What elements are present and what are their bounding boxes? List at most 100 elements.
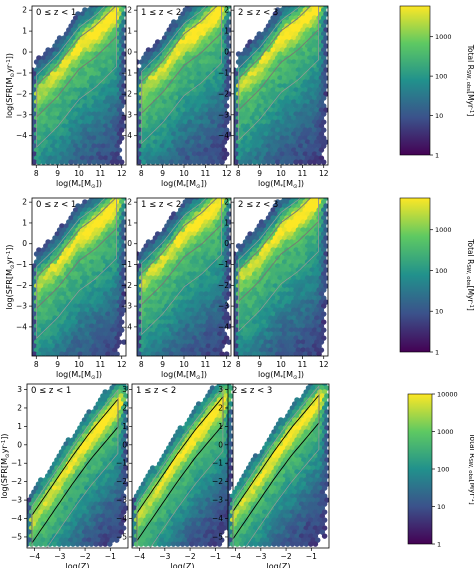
heatmap-cell: [68, 335, 74, 341]
heatmap-cell: [268, 275, 274, 281]
heatmap-cell: [302, 215, 309, 221]
heatmap-cell: [141, 151, 147, 157]
heatmap-cell: [198, 107, 205, 113]
heatmap-cell: [143, 83, 149, 89]
heatmap-cell: [40, 343, 47, 349]
heatmap-cell: [38, 509, 44, 515]
heatmap-cell: [212, 283, 218, 289]
heatmap-cell: [72, 481, 79, 487]
heatmap-cell: [120, 461, 127, 467]
heatmap-cell: [91, 79, 97, 85]
heatmap-cell: [171, 83, 177, 89]
heatmap-cell: [166, 331, 172, 337]
heatmap-cell: [97, 437, 104, 443]
heatmap-cell: [66, 259, 72, 265]
heatmap-cell: [263, 35, 269, 41]
heatmap-cell: [265, 127, 272, 133]
heatmap-cell: [118, 287, 125, 293]
heatmap-cell: [203, 259, 209, 265]
heatmap-cell: [297, 31, 304, 37]
heatmap-cell: [307, 279, 313, 285]
heatmap-cell: [242, 87, 249, 93]
heatmap-cell: [54, 327, 61, 333]
heatmap-cell: [256, 135, 263, 141]
heatmap-cell: [263, 59, 269, 65]
heatmap-cell: [74, 469, 81, 475]
heatmap-cell: [84, 83, 90, 89]
heatmap-cell: [256, 303, 263, 309]
x-tick-label: 11: [96, 169, 106, 178]
heatmap-cell: [150, 79, 156, 85]
heatmap-cell: [214, 287, 221, 293]
heatmap-cell: [194, 323, 200, 329]
heatmap-cell: [67, 473, 74, 479]
heatmap-cell: [261, 95, 267, 101]
heatmap-cell: [210, 279, 216, 285]
heatmap-cell: [77, 47, 84, 53]
heatmap-cell: [100, 279, 107, 285]
heatmap-cell: [74, 485, 81, 491]
heatmap-cell: [180, 203, 186, 209]
heatmap-cell: [109, 223, 116, 229]
heatmap-cell: [281, 67, 288, 73]
heatmap-cell: [93, 421, 99, 427]
heatmap-cell: [272, 11, 279, 17]
heatmap-cell: [84, 243, 90, 249]
heatmap-cell: [86, 87, 93, 93]
heatmap-cell: [189, 307, 195, 313]
heatmap-cell: [89, 107, 95, 113]
heatmap-cell: [256, 343, 263, 349]
heatmap-cell: [47, 243, 54, 249]
heatmap-cell: [265, 223, 272, 229]
heatmap-cell: [45, 239, 51, 245]
heatmap-cell: [309, 11, 315, 17]
colorbar-label: Total RSW, obs[Myr-1]: [465, 44, 474, 117]
heatmap-cell: [116, 19, 123, 25]
heatmap-cell: [295, 219, 302, 225]
heatmap-cell: [114, 287, 120, 293]
heatmap-cell: [164, 151, 170, 157]
heatmap-cell: [261, 71, 267, 77]
heatmap-cell: [295, 67, 302, 73]
heatmap-cell: [288, 39, 295, 45]
heatmap-cell: [102, 147, 109, 153]
heatmap-cell: [161, 339, 168, 345]
heatmap-cell: [247, 119, 253, 125]
heatmap-cell: [214, 71, 221, 77]
heatmap-cell: [82, 215, 88, 221]
heatmap-cell: [157, 99, 163, 105]
heatmap-cell: [300, 107, 306, 113]
heatmap-cell: [288, 87, 295, 93]
heatmap-cell: [307, 127, 313, 133]
heatmap-cell: [59, 223, 65, 229]
heatmap-cell: [180, 235, 186, 241]
heatmap-cell: [38, 485, 44, 491]
heatmap-cell: [63, 55, 70, 61]
heatmap-cell: [38, 91, 44, 97]
heatmap-cell: [187, 271, 193, 277]
heatmap-cell: [107, 267, 113, 273]
heatmap-cell: [61, 339, 67, 345]
heatmap-cell: [116, 123, 123, 129]
heatmap-cell: [145, 111, 152, 117]
heatmap-cell: [100, 319, 107, 325]
heatmap-cell: [95, 151, 102, 157]
y-tick-label: 2: [22, 198, 27, 207]
heatmap-cell: [205, 335, 212, 341]
heatmap-cell: [148, 267, 154, 273]
heatmap-cell: [63, 319, 70, 325]
heatmap-cell: [32, 159, 38, 165]
heatmap-cell: [307, 215, 313, 221]
heatmap-cell: [184, 291, 191, 297]
heatmap-cell: [279, 143, 286, 149]
heatmap-cell: [200, 311, 207, 317]
heatmap-cell: [261, 159, 267, 165]
heatmap-cell: [47, 323, 54, 329]
heatmap-cell: [77, 441, 83, 447]
heatmap-cell: [145, 287, 152, 293]
heatmap-cell: [81, 481, 88, 487]
heatmap-cell: [70, 227, 77, 233]
heatmap-cell: [70, 331, 77, 337]
heatmap-cell: [161, 99, 168, 105]
